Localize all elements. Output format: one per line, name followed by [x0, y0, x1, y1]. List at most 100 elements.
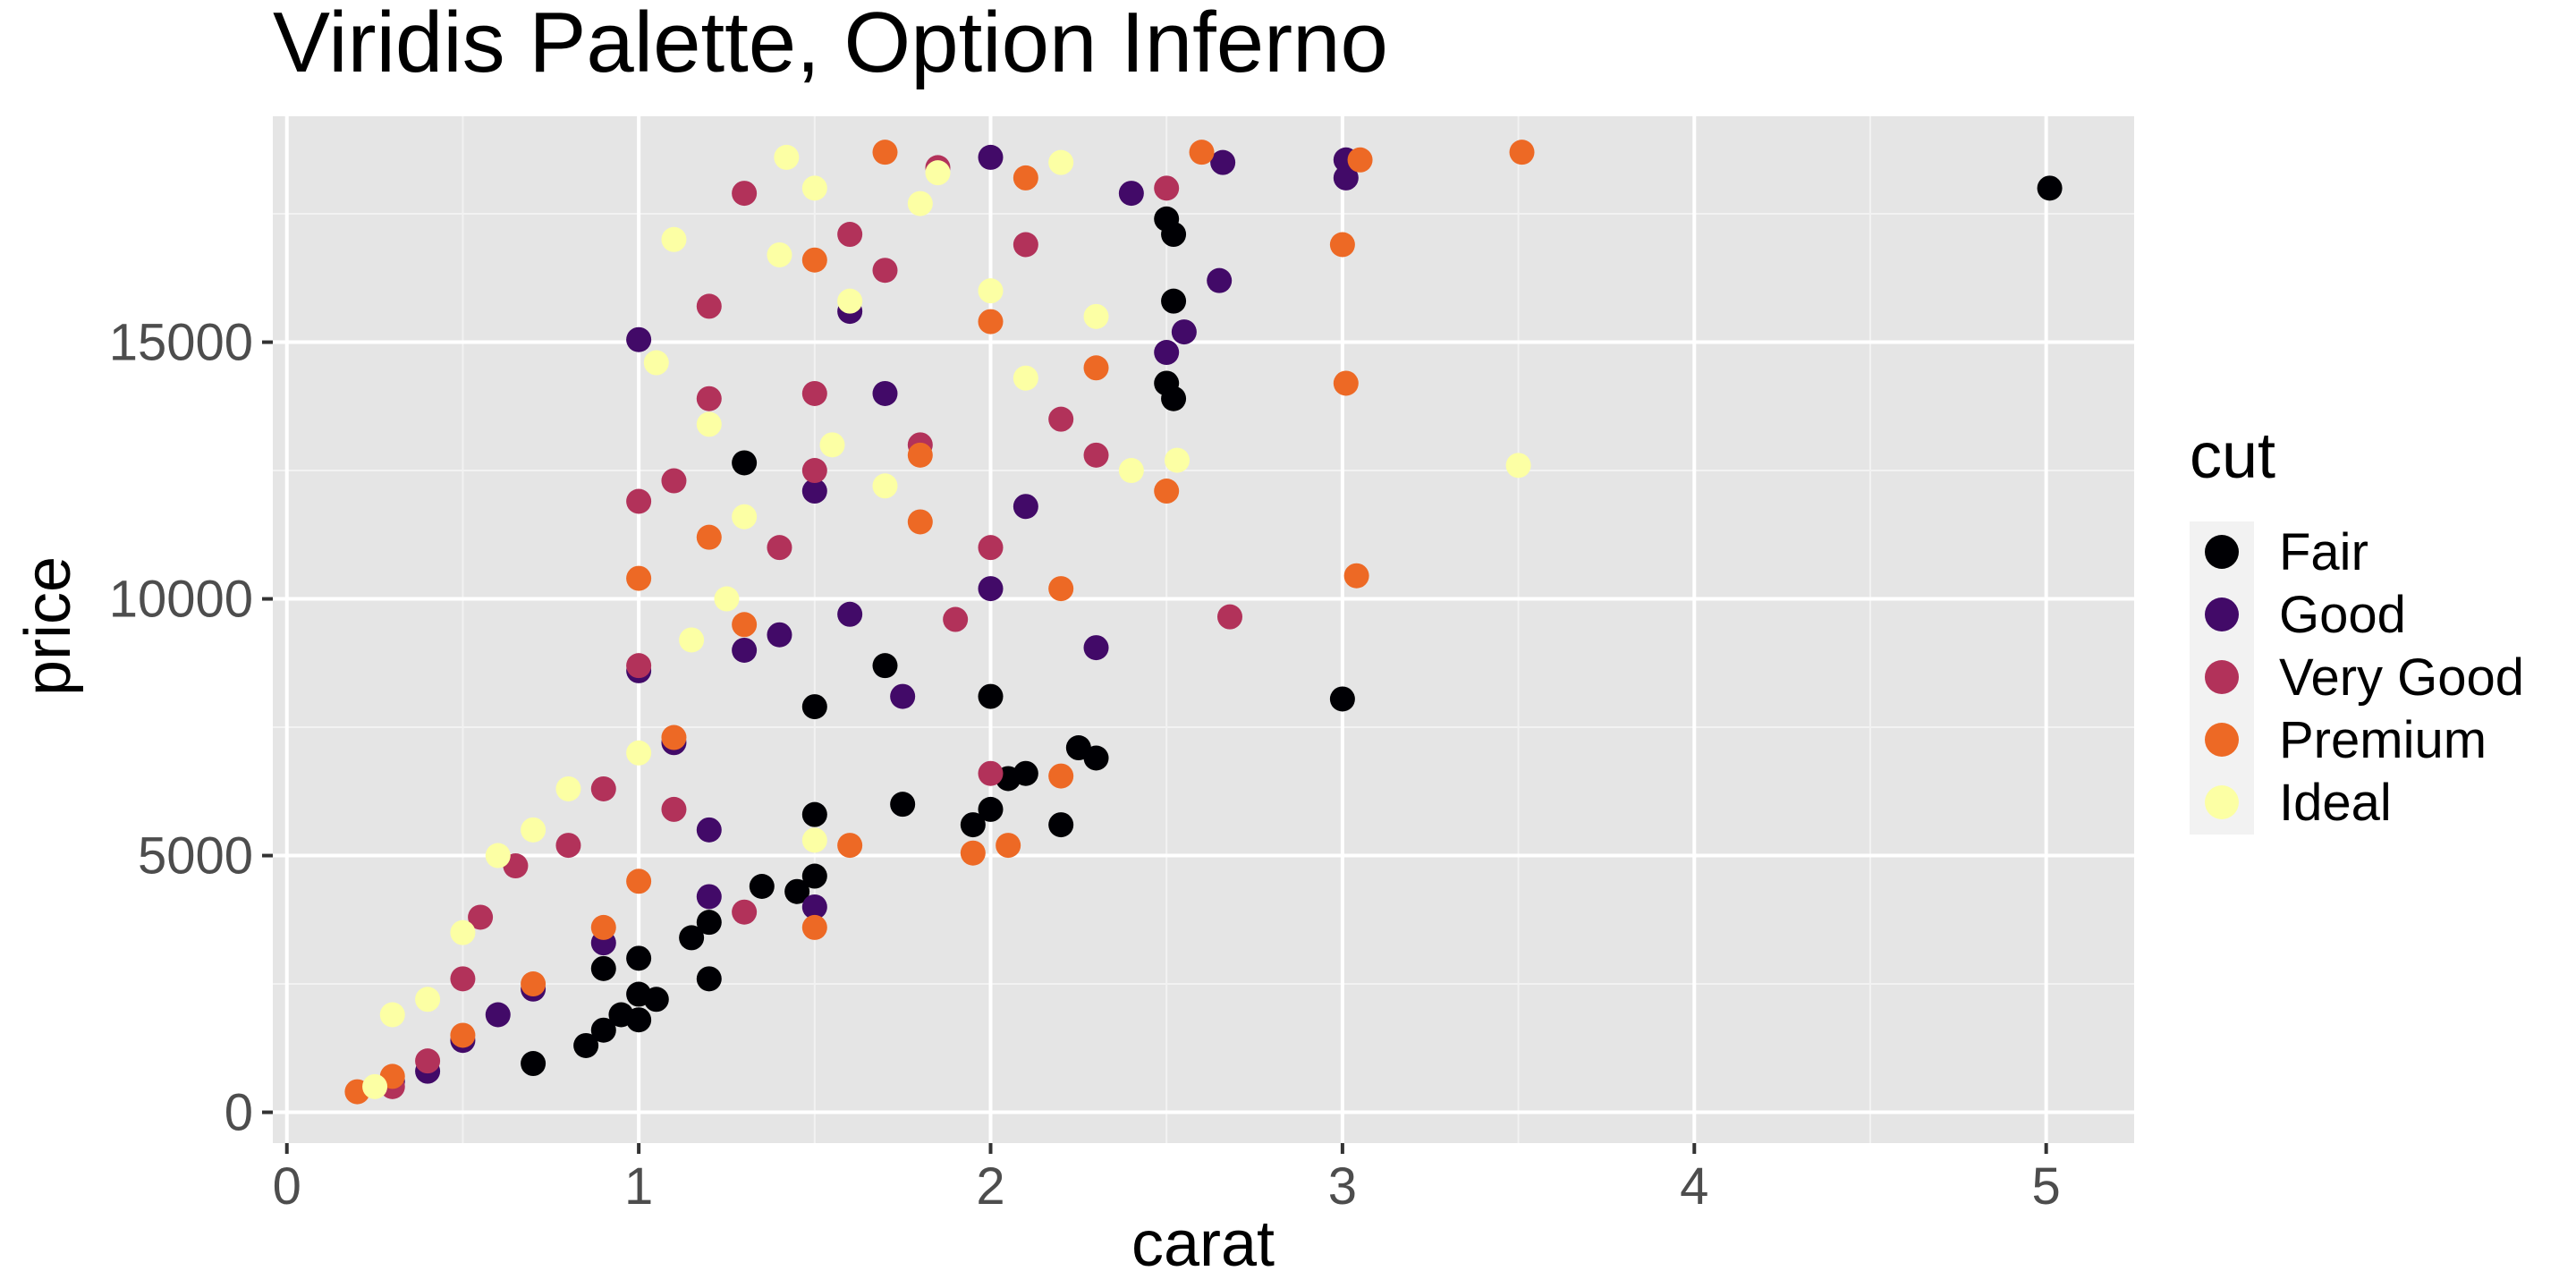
- data-point: [714, 586, 740, 612]
- y-tick-label: 15000: [109, 314, 253, 372]
- data-point: [819, 432, 845, 458]
- x-tick-label: 2: [976, 1157, 1004, 1216]
- data-point: [872, 258, 898, 284]
- x-tick-label: 1: [624, 1157, 653, 1216]
- legend-label: Ideal: [2279, 774, 2392, 832]
- data-point: [837, 601, 863, 627]
- legend-key: [2205, 597, 2239, 631]
- data-point: [767, 622, 792, 648]
- data-point: [732, 612, 758, 638]
- y-tick-label: 0: [225, 1084, 253, 1142]
- data-point: [978, 796, 1004, 822]
- data-point: [485, 1002, 511, 1028]
- legend-title: cut: [2190, 420, 2275, 492]
- data-point: [801, 914, 827, 940]
- data-point: [679, 627, 705, 653]
- data-point: [521, 971, 547, 997]
- data-point: [590, 775, 616, 801]
- legend-key: [2205, 535, 2239, 569]
- data-point: [450, 919, 476, 945]
- data-point: [801, 863, 827, 889]
- data-point: [626, 653, 652, 679]
- data-point: [643, 350, 669, 376]
- data-point: [978, 278, 1004, 304]
- data-point: [774, 144, 800, 170]
- data-point: [696, 966, 722, 992]
- axes: 0 1 2 3 4 5 0 5000 10000 15000: [109, 314, 2061, 1216]
- data-point: [379, 1002, 405, 1028]
- data-point: [1083, 442, 1109, 468]
- legend-label: Very Good: [2279, 648, 2524, 707]
- legend-label: Premium: [2279, 711, 2487, 769]
- data-point: [1013, 232, 1038, 258]
- data-point: [1013, 165, 1038, 191]
- data-point: [626, 740, 652, 766]
- grid-minor: [273, 116, 2134, 1143]
- data-point: [943, 606, 969, 632]
- data-point: [1048, 812, 1074, 838]
- data-point: [1505, 453, 1531, 479]
- data-point: [978, 309, 1004, 335]
- data-point: [1048, 763, 1074, 789]
- x-tick-label: 4: [1680, 1157, 1708, 1216]
- data-point: [1189, 140, 1215, 165]
- data-point: [1343, 563, 1369, 589]
- data-point: [1118, 181, 1144, 207]
- data-point: [362, 1073, 388, 1099]
- data-point: [450, 1022, 476, 1048]
- data-point: [1164, 447, 1190, 473]
- data-point: [1013, 365, 1038, 391]
- data-point: [837, 833, 863, 859]
- data-point: [626, 945, 652, 971]
- data-point: [732, 899, 758, 925]
- data-point: [696, 293, 722, 319]
- data-point: [960, 840, 986, 866]
- data-point: [890, 792, 916, 818]
- legend-label: Fair: [2279, 523, 2368, 581]
- data-point: [801, 801, 827, 827]
- data-point: [801, 894, 827, 919]
- legend-key: [2205, 785, 2239, 819]
- data-point: [960, 812, 986, 838]
- data-point: [837, 288, 863, 314]
- data-point: [661, 226, 687, 252]
- data-point: [626, 869, 652, 894]
- data-point: [907, 509, 933, 535]
- data-point: [468, 904, 494, 930]
- data-point: [1161, 386, 1187, 411]
- x-tick-label: 5: [2032, 1157, 2061, 1216]
- data-point: [1509, 140, 1535, 165]
- data-point: [521, 1051, 547, 1077]
- x-axis-label: carat: [1131, 1208, 1275, 1280]
- data-point: [590, 1017, 616, 1043]
- data-point: [1048, 576, 1074, 602]
- data-point: [749, 874, 775, 899]
- data-point: [696, 524, 722, 550]
- plot-panel: [273, 116, 2134, 1143]
- data-point: [801, 479, 827, 504]
- data-point: [996, 833, 1021, 859]
- data-point: [1013, 760, 1038, 786]
- data-point: [1171, 319, 1197, 345]
- data-point: [661, 724, 687, 750]
- x-tick-label: 3: [1328, 1157, 1357, 1216]
- data-point: [450, 966, 476, 992]
- data-point: [801, 247, 827, 273]
- data-points: [344, 140, 2063, 1105]
- legend-key: [2205, 660, 2239, 694]
- data-point: [890, 683, 916, 709]
- data-point: [1083, 635, 1109, 661]
- data-point: [2037, 175, 2063, 201]
- data-point: [1207, 267, 1233, 293]
- data-point: [801, 694, 827, 720]
- data-point: [978, 535, 1004, 561]
- data-point: [925, 160, 951, 186]
- data-point: [1347, 147, 1373, 173]
- data-point: [872, 380, 898, 406]
- data-point: [626, 488, 652, 514]
- data-point: [1210, 149, 1236, 175]
- data-point: [732, 504, 758, 530]
- data-point: [872, 473, 898, 499]
